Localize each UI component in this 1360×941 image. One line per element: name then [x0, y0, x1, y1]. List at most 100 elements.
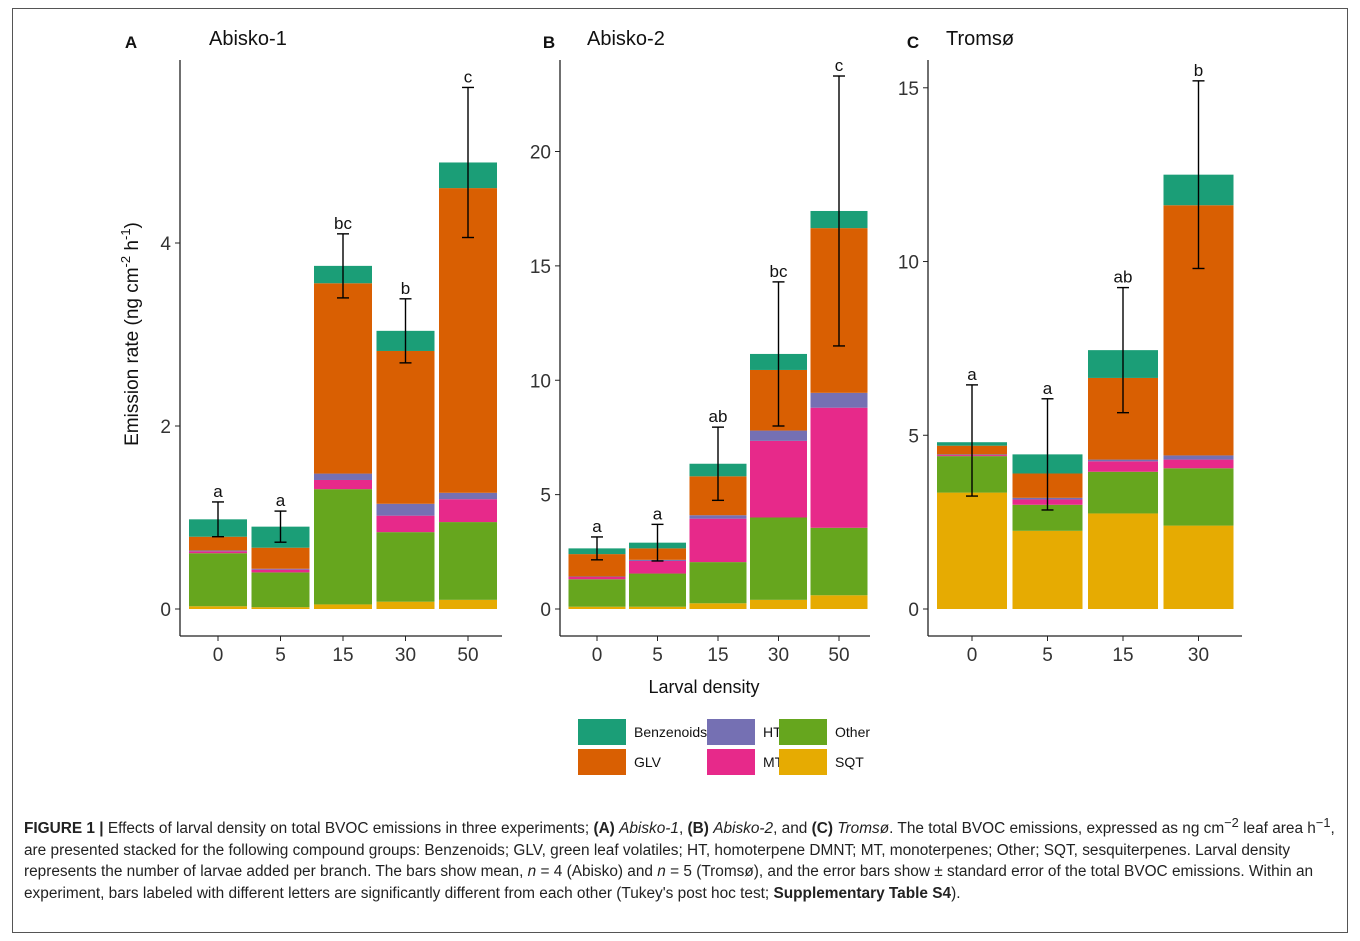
- panel-c-sig-letter-5: a: [1043, 379, 1053, 398]
- panel-a-bar-mt-5: [251, 569, 310, 573]
- legend-label-other: Other: [835, 724, 871, 740]
- panel-b-bar-ht-30: [750, 430, 807, 441]
- panel-c-bar-sqt-15: [1088, 513, 1158, 609]
- legend-label-glv: GLV: [634, 754, 661, 770]
- caption-exponent-1: −2: [1224, 815, 1239, 830]
- panel-a-bar-other-5: [251, 572, 310, 608]
- legend-item-benzenoids: Benzenoids: [578, 719, 707, 745]
- panel-c-bar-other-30: [1163, 468, 1234, 526]
- caption-supplementary-link[interactable]: Supplementary Table S4: [773, 884, 952, 902]
- panel-a-bar-mt-0: [189, 551, 247, 554]
- caption-text-7: = 4 (Abisko) and: [536, 863, 658, 881]
- panel-c-sig-letter-0: a: [967, 365, 977, 384]
- panel-c-sig-letter-30: b: [1194, 61, 1203, 80]
- panel-b-bar-sqt-50: [810, 595, 868, 609]
- caption-c-name: Tromsø: [837, 820, 890, 838]
- panel-c-xtick-label-5: 5: [1042, 645, 1053, 666]
- panel-c-sig-letter-15: ab: [1114, 268, 1133, 287]
- caption-b-letter: (B): [687, 820, 709, 838]
- legend-label-mt: MT: [763, 754, 784, 770]
- panel-a-bar-mt-30: [376, 515, 435, 533]
- panel-a-bar-other-30: [376, 532, 435, 602]
- panel-c: C Tromsø a 0 a 5 ab 15 b 30 0 5 10 15: [898, 28, 1242, 666]
- legend-item-glv: GLV: [578, 749, 661, 775]
- panel-a-bar-mt-15: [314, 479, 372, 490]
- caption-exponent-2: −1: [1315, 815, 1331, 830]
- panel-c-ytick-label-15: 15: [898, 79, 919, 100]
- panel-a-bar-mt-50: [439, 499, 497, 523]
- panel-b-xtick-label-0: 0: [592, 645, 603, 666]
- panel-b-bar-other-30: [750, 517, 807, 600]
- caption-a-letter: (A): [593, 820, 615, 838]
- panel-c-ytick-label-10: 10: [898, 253, 919, 274]
- legend-item-ht: HT: [707, 719, 782, 745]
- panel-b-bar-other-50: [810, 527, 868, 596]
- panel-a-bar-ht-0: [189, 550, 247, 552]
- legend-swatch-ht: [707, 719, 755, 745]
- panel-a-xtick-label-5: 5: [275, 645, 286, 666]
- panel-a-bar-other-0: [189, 553, 247, 607]
- caption-n-1: n: [527, 863, 537, 881]
- panel-a-sig-letter-0: a: [213, 482, 223, 501]
- legend-label-ht: HT: [763, 724, 782, 740]
- legend-item-sqt: SQT: [779, 749, 864, 775]
- panel-c-bar-mt-30: [1163, 459, 1234, 469]
- panel-a-bar-sqt-30: [376, 601, 435, 609]
- panel-a-bar-sqt-15: [314, 604, 372, 609]
- legend-label-benzenoids: Benzenoids: [634, 724, 708, 740]
- panel-a-sig-letter-5: a: [276, 491, 286, 510]
- panel-c-xtick-label-15: 15: [1112, 645, 1133, 666]
- panel-c-xtick-label-30: 30: [1188, 645, 1209, 666]
- panel-b-bar-other-0: [568, 579, 626, 607]
- panel-c-ytick-label-0: 0: [908, 600, 919, 621]
- legend-item-mt: MT: [707, 749, 783, 775]
- panel-c-bar-sqt-0: [937, 492, 1007, 609]
- panel-b-ytick-label-20: 20: [530, 143, 551, 164]
- panel-b-ytick-label-10: 10: [530, 371, 551, 392]
- panel-a-xtick-label-15: 15: [332, 645, 353, 666]
- figure-frame: [12, 8, 1348, 933]
- panel-a-sig-letter-30: b: [401, 279, 410, 298]
- panel-c-title: Tromsø: [946, 28, 1014, 50]
- panel-a-bar-glv-15: [314, 283, 372, 474]
- panel-a: A Abisko-1 a 0 a 5 bc 15 b 30 c 50 0 2 4 Emission rate …: [118, 28, 502, 666]
- panel-a-bar-sqt-5: [251, 607, 310, 609]
- panel-a-bar-glv-0: [189, 536, 247, 551]
- panel-a-bar-ht-5: [251, 568, 310, 570]
- caption-n-2: n: [657, 863, 666, 881]
- panel-b: B Abisko-2 a 0 a 5 ab 15 bc 30 c 50 0 5 10 15 20: [530, 28, 870, 666]
- panel-b-sig-letter-0: a: [592, 517, 602, 536]
- panel-b-xtick-label-30: 30: [768, 645, 789, 666]
- panel-b-sig-letter-15: ab: [709, 407, 728, 426]
- panel-b-ytick-label-15: 15: [530, 257, 551, 278]
- caption-label: FIGURE 1 |: [24, 820, 104, 838]
- caption-a-name: Abisko-1: [619, 820, 679, 838]
- panel-c-bar-mt-15: [1088, 461, 1158, 472]
- panel-b-bar-other-15: [689, 562, 747, 604]
- caption-text-5: leaf area h: [1238, 820, 1316, 838]
- caption-text-9: ).: [951, 884, 961, 902]
- legend-swatch-mt: [707, 749, 755, 775]
- panel-b-bar-sqt-15: [689, 603, 747, 609]
- panel-a-bar-sqt-0: [189, 606, 247, 609]
- x-axis-label: Larval density: [648, 677, 759, 697]
- panel-b-bar-mt-30: [750, 440, 807, 518]
- panel-a-ytick-label-0: 0: [160, 600, 171, 621]
- panel-b-bar-mt-15: [689, 518, 747, 563]
- panel-a-bar-ht-15: [314, 473, 372, 480]
- panel-a-bar-glv-5: [251, 547, 310, 569]
- panel-a-letter: A: [125, 33, 137, 52]
- panel-a-bar-ht-30: [376, 503, 435, 516]
- panel-b-bar-glv-0: [568, 554, 626, 577]
- legend-item-other: Other: [779, 719, 870, 745]
- panel-b-xtick-label-50: 50: [828, 645, 849, 666]
- panel-a-sig-letter-50: c: [464, 67, 473, 86]
- caption-c-letter: (C): [811, 820, 833, 838]
- panel-b-sig-letter-50: c: [835, 56, 844, 75]
- panel-c-bar-ht-30: [1163, 455, 1234, 460]
- panel-b-ytick-label-0: 0: [540, 600, 551, 621]
- panel-b-bar-sqt-0: [568, 606, 626, 609]
- panel-b-letter: B: [543, 33, 555, 52]
- panel-b-bar-other-5: [629, 573, 686, 607]
- panel-a-bar-other-50: [439, 522, 497, 600]
